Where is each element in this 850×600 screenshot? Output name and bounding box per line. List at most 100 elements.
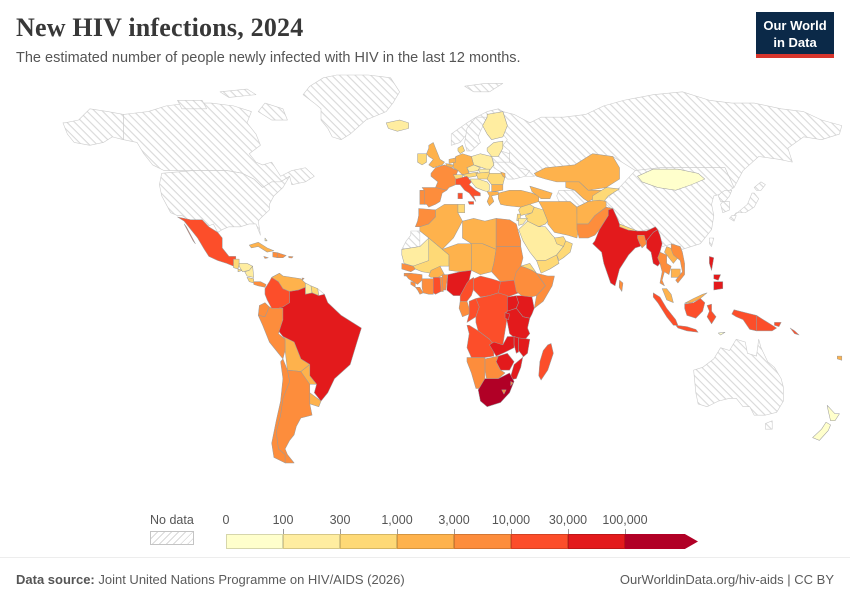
- country-somalia[interactable]: [533, 272, 555, 309]
- country-el-salvador[interactable]: [237, 268, 243, 272]
- country-jamaica[interactable]: [263, 255, 269, 259]
- country-portugal[interactable]: [419, 189, 425, 205]
- country-zambia[interactable]: [489, 335, 515, 356]
- country-japan[interactable]: [733, 192, 759, 216]
- country-sweden[interactable]: [464, 116, 488, 151]
- country-panama[interactable]: [253, 280, 267, 288]
- country-italy[interactable]: [467, 200, 474, 205]
- country-baltic-states[interactable]: [486, 140, 504, 157]
- country-bangladesh[interactable]: [637, 234, 647, 248]
- country-new-zealand[interactable]: [812, 421, 831, 441]
- country-costa-rica[interactable]: [246, 276, 254, 283]
- country-australia[interactable]: [765, 420, 773, 430]
- country-fiji[interactable]: [837, 355, 843, 361]
- country-mongolia[interactable]: [637, 168, 706, 191]
- country-thailand[interactable]: [657, 251, 672, 286]
- country-belgium[interactable]: [445, 162, 454, 168]
- country-eswatini[interactable]: [510, 380, 514, 386]
- legend-segment-5[interactable]: [511, 534, 568, 549]
- country-liberia[interactable]: [415, 286, 424, 295]
- legend-segment-4[interactable]: [454, 534, 511, 549]
- country-south-africa[interactable]: [477, 372, 515, 407]
- country-guyana[interactable]: [305, 282, 313, 295]
- country-japan[interactable]: [753, 181, 766, 191]
- country-new-zealand[interactable]: [826, 404, 840, 421]
- country-guinea[interactable]: [406, 272, 423, 285]
- country-bulgaria[interactable]: [491, 184, 504, 192]
- country-south-korea[interactable]: [720, 200, 730, 213]
- country-spain[interactable]: [421, 186, 447, 207]
- legend-segment-6[interactable]: [568, 534, 625, 549]
- legend-segment-3[interactable]: [397, 534, 454, 549]
- legend-segment-2[interactable]: [340, 534, 397, 549]
- country-kenya[interactable]: [516, 294, 535, 319]
- country-canada[interactable]: [219, 88, 257, 98]
- country-benin[interactable]: [441, 273, 449, 290]
- country-tunisia[interactable]: [457, 203, 465, 213]
- country-ukraine[interactable]: [493, 161, 531, 179]
- country-tanzania[interactable]: [504, 307, 531, 340]
- country-bahamas[interactable]: [264, 237, 268, 241]
- country-norway[interactable]: [464, 82, 504, 92]
- country-ireland[interactable]: [417, 153, 427, 165]
- country-italy[interactable]: [455, 175, 481, 202]
- country-canada[interactable]: [177, 99, 207, 109]
- country-greece[interactable]: [486, 191, 499, 206]
- country-japan[interactable]: [729, 214, 737, 222]
- no-data-swatch[interactable]: [150, 531, 194, 545]
- country-united-states[interactable]: [159, 169, 290, 236]
- country-moldova[interactable]: [500, 171, 506, 178]
- country-caucasus[interactable]: [529, 185, 553, 199]
- country-togo[interactable]: [439, 276, 444, 292]
- country-papua-new-guinea[interactable]: [756, 314, 777, 331]
- country-vietnam[interactable]: [670, 243, 685, 283]
- country-ghana[interactable]: [433, 276, 442, 295]
- country-trinidad-and-tobago[interactable]: [301, 277, 305, 281]
- country-cuba[interactable]: [248, 241, 275, 252]
- country-indonesia[interactable]: [684, 297, 706, 319]
- country-australia[interactable]: [693, 338, 784, 416]
- owid-logo[interactable]: Our World in Data: [756, 12, 834, 57]
- country-gabon[interactable]: [458, 300, 470, 317]
- country-malaysia[interactable]: [684, 292, 708, 304]
- country-canada[interactable]: [257, 102, 288, 120]
- country-taiwan[interactable]: [709, 237, 715, 247]
- country-turkey[interactable]: [498, 189, 539, 207]
- country-philippines[interactable]: [713, 273, 721, 281]
- country-netherlands[interactable]: [448, 157, 456, 164]
- country-greenland[interactable]: [302, 74, 400, 140]
- country-canada[interactable]: [123, 102, 315, 188]
- country-chile[interactable]: [271, 358, 290, 463]
- country-solomon-islands[interactable]: [789, 327, 800, 335]
- country-dominican-republic[interactable]: [277, 251, 287, 258]
- legend-segment-0[interactable]: [226, 534, 283, 549]
- country-western-sahara[interactable]: [401, 230, 421, 250]
- country-indonesia[interactable]: [731, 309, 757, 331]
- country-lesotho[interactable]: [501, 389, 507, 394]
- country-papua-new-guinea[interactable]: [774, 321, 782, 327]
- footer-link[interactable]: OurWorldinData.org/hiv-aids | CC BY: [619, 571, 834, 587]
- country-yemen[interactable]: [536, 254, 560, 274]
- country-puerto-rico[interactable]: [288, 255, 294, 258]
- country-china[interactable]: [601, 167, 735, 250]
- country-nepal[interactable]: [619, 223, 638, 231]
- country-denmark[interactable]: [457, 144, 465, 154]
- country-united-arab-emirates[interactable]: [554, 235, 566, 247]
- country-malaysia[interactable]: [661, 287, 674, 303]
- country-philippines[interactable]: [713, 280, 724, 290]
- country-egypt[interactable]: [495, 217, 522, 247]
- country-finland[interactable]: [482, 110, 508, 140]
- country-malawi[interactable]: [513, 335, 519, 354]
- country-nicaragua[interactable]: [244, 265, 254, 278]
- country-sri-lanka[interactable]: [618, 279, 624, 292]
- legend-segment-7[interactable]: [625, 534, 698, 549]
- country-philippines[interactable]: [709, 255, 715, 271]
- world-map[interactable]: [36, 74, 844, 478]
- country-senegal[interactable]: [401, 262, 416, 272]
- legend-no-data[interactable]: No data: [150, 513, 200, 557]
- country-indonesia[interactable]: [675, 324, 699, 333]
- legend-segment-1[interactable]: [283, 534, 340, 549]
- country-argentina[interactable]: [275, 369, 313, 463]
- country-mexico[interactable]: [183, 223, 196, 244]
- country-jordan[interactable]: [518, 217, 528, 226]
